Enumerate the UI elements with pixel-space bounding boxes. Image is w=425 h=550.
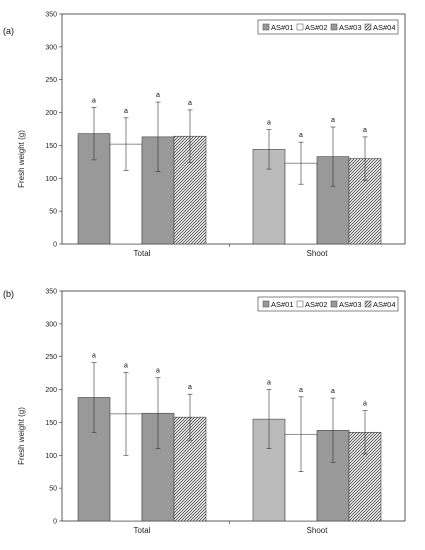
legend-entry: AS#04: [373, 300, 396, 309]
panel-label: (a): [3, 26, 14, 36]
significance-label: a: [92, 97, 96, 104]
significance-label: a: [267, 120, 271, 127]
y-axis-label: Fresh weight (g): [17, 407, 26, 465]
significance-label: a: [331, 388, 335, 395]
x-tick-label-total: Total: [134, 526, 151, 535]
y-tick-label: 50: [49, 209, 57, 216]
y-tick-label: 0: [53, 242, 57, 249]
significance-label: a: [363, 401, 367, 408]
significance-label: a: [156, 368, 160, 375]
panel-label: (b): [3, 289, 14, 299]
legend-entry: AS#03: [339, 23, 362, 32]
legend: [257, 296, 399, 312]
significance-label: a: [267, 380, 271, 387]
significance-label: a: [156, 92, 160, 99]
y-tick-label: 350: [45, 289, 57, 296]
chart-panel-1: (a) 0 50 100 150 200 250 300 350 Fresh weight (g)…: [3, 12, 406, 258]
significance-label: a: [124, 362, 128, 369]
legend-swatch: [262, 300, 270, 308]
significance-label: a: [92, 353, 96, 360]
legend-swatch: [330, 300, 338, 308]
legend-swatch: [296, 300, 304, 308]
significance-label: a: [124, 108, 128, 115]
x-tick-label-shoot: Shoot: [307, 526, 329, 535]
legend-entry: AS#01: [271, 300, 294, 309]
y-tick-label: 50: [49, 486, 57, 493]
legend-entry: AS#02: [305, 300, 328, 309]
x-tick-label-shoot: Shoot: [307, 249, 329, 258]
legend-entry: AS#02: [305, 23, 328, 32]
legend-swatch: [364, 23, 372, 31]
y-tick-label: 100: [45, 453, 57, 460]
significance-label: a: [188, 384, 192, 391]
y-tick-label: 300: [45, 321, 57, 328]
x-tick-label-total: Total: [134, 249, 151, 258]
legend-swatch: [364, 300, 372, 308]
significance-label: a: [331, 117, 335, 124]
y-tick-label: 100: [45, 176, 57, 183]
significance-label: a: [188, 100, 192, 107]
legend-entry: AS#01: [271, 23, 294, 32]
legend-swatch: [296, 23, 304, 31]
legend-entry: AS#03: [339, 300, 362, 309]
plot-frame: [61, 13, 406, 245]
significance-label: a: [299, 387, 303, 394]
plot-frame: [61, 290, 406, 522]
y-tick-label: 250: [45, 354, 57, 361]
significance-label: a: [299, 132, 303, 139]
y-axis-label: Fresh weight (g): [17, 130, 26, 188]
y-tick-label: 250: [45, 77, 57, 84]
y-tick-label: 350: [45, 12, 57, 19]
y-tick-label: 150: [45, 143, 57, 150]
legend: [257, 19, 399, 35]
y-tick-label: 0: [53, 519, 57, 526]
legend-entry: AS#04: [373, 23, 396, 32]
legend-swatch: [262, 23, 270, 31]
chart-panel-2: (b) 0 50 100 150 200 250 300 350 Fresh weight (g)…: [3, 289, 406, 535]
significance-label: a: [363, 127, 367, 134]
y-tick-label: 300: [45, 44, 57, 51]
y-tick-label: 200: [45, 110, 57, 117]
legend-swatch: [330, 23, 338, 31]
y-tick-label: 150: [45, 420, 57, 427]
y-tick-label: 200: [45, 387, 57, 394]
